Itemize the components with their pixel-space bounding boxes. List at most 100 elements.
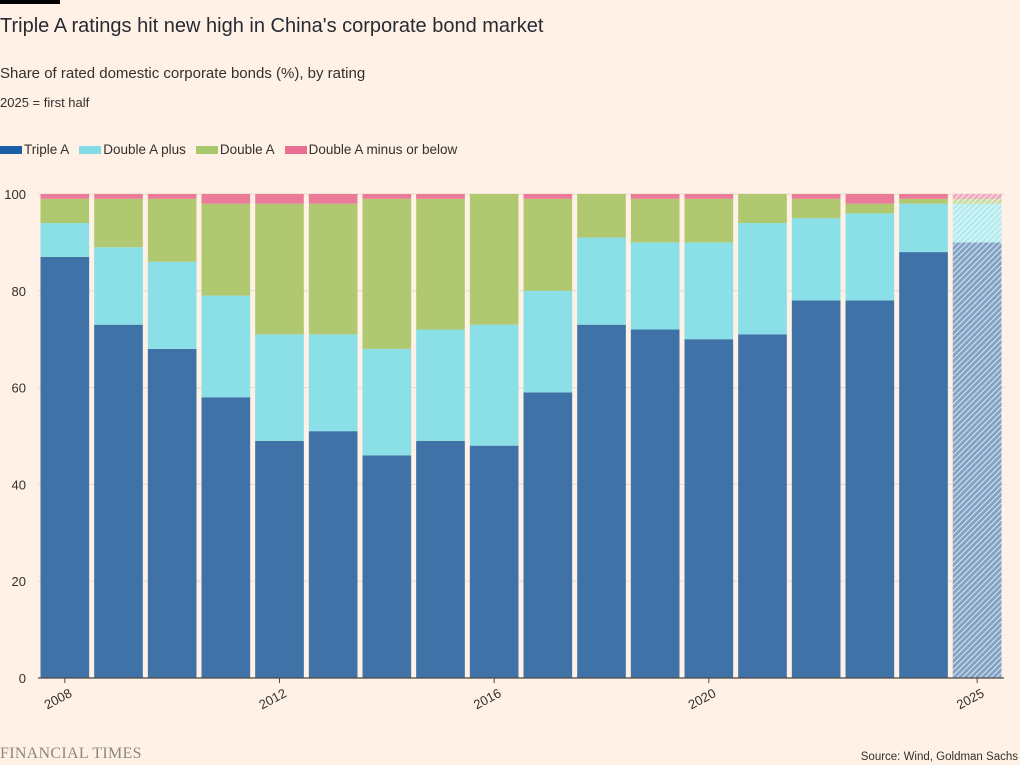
legend-label: Double A plus [103, 142, 186, 157]
x-tick-label: 2025 [954, 685, 987, 712]
bar-segment [523, 194, 573, 199]
y-tick-label: 60 [12, 381, 26, 396]
bar-segment [791, 194, 841, 199]
bar-segment [577, 194, 626, 238]
brand-rule [0, 0, 60, 4]
bar-segment [630, 194, 680, 199]
bar-segment [308, 431, 358, 678]
legend-item-double-a: Double A [195, 142, 275, 157]
bar-segment [523, 392, 573, 678]
legend-label: Double A [219, 142, 275, 157]
bar-segment [684, 242, 734, 340]
bar-segment [255, 334, 304, 441]
bar-segment [147, 348, 197, 678]
chart-subtitle: Share of rated domestic corporate bonds … [0, 65, 366, 82]
legend-swatch [79, 145, 102, 154]
bar-segment [147, 194, 197, 199]
bar-segment [577, 237, 626, 325]
bar-segment [899, 203, 948, 253]
bar-segment [40, 256, 90, 678]
legend-swatch [195, 145, 218, 154]
bar-segment [899, 252, 948, 678]
legend-label: Double A minus or below [308, 142, 458, 157]
bar-segment [255, 440, 304, 678]
x-tick-label: 2016 [471, 685, 504, 712]
bar-segment [40, 223, 90, 257]
bar-hatch [952, 198, 1002, 204]
bar-segment [630, 198, 680, 243]
bar-segment [308, 203, 358, 335]
bar-segment [523, 290, 573, 393]
legend-swatch [284, 145, 307, 154]
y-tick-label: 40 [12, 477, 26, 492]
bar-segment [845, 213, 895, 301]
legend-swatch [0, 145, 22, 154]
bar-hatch [952, 242, 1002, 678]
bar-hatch [952, 194, 1002, 199]
legend-label: Triple A [24, 142, 70, 157]
bar-segment [255, 203, 304, 335]
bar-segment [845, 203, 895, 214]
gridlines [38, 193, 1004, 582]
legend: Triple A Double A plus Double A Double A… [0, 142, 467, 157]
x-tick-label: 2012 [256, 685, 289, 712]
bar-segment [469, 194, 519, 325]
bar-segment [791, 300, 841, 678]
bar-segment [201, 295, 251, 398]
bar-segment [684, 194, 734, 199]
bar-segment [469, 445, 519, 678]
bar-segment [899, 194, 948, 199]
bar-segment [201, 397, 251, 678]
bar-segment [899, 198, 948, 204]
bar-segment [147, 261, 197, 349]
chart-note: 2025 = first half [0, 95, 90, 110]
bar-segment [738, 194, 787, 224]
bar-segment [40, 198, 90, 224]
bar-segment [791, 218, 841, 301]
bar-segment [738, 334, 787, 678]
bar-segment [577, 324, 626, 678]
bar-segment [362, 198, 412, 349]
y-tick-label: 20 [12, 574, 26, 589]
bar-segment [738, 223, 787, 335]
bar-segment [362, 348, 412, 456]
bar-segment [147, 198, 197, 262]
y-tick-label: 100 [4, 187, 26, 202]
legend-item-triple-a: Triple A [0, 142, 69, 157]
bar-segment [845, 300, 895, 678]
bar-segment [40, 194, 90, 199]
source-note: Source: Wind, Goldman Sachs [860, 751, 1018, 763]
bar-segment [523, 198, 573, 291]
bar-segment [845, 194, 895, 204]
x-tick-label: 2020 [686, 685, 719, 712]
bar-segment [416, 198, 465, 330]
bar-hatch [952, 203, 1002, 243]
bar-segment [416, 194, 465, 199]
bar-segment [94, 324, 143, 678]
legend-item-double-a-minus: Double A minus or below [284, 142, 458, 157]
ft-logo: FINANCIAL TIMES [0, 745, 142, 762]
bar-segment [416, 329, 465, 441]
bar-segment [469, 324, 519, 446]
chart-title: Triple A ratings hit new high in China's… [0, 15, 544, 37]
bar-segment [308, 334, 358, 432]
y-tick-label: 0 [19, 671, 26, 686]
bars [40, 194, 1002, 678]
bar-segment [201, 203, 251, 296]
bar-segment [630, 242, 680, 330]
bar-segment [94, 194, 143, 199]
bar-segment [255, 194, 304, 204]
y-tick-label: 80 [12, 284, 26, 299]
bar-segment [684, 198, 734, 243]
bar-segment [362, 194, 412, 199]
x-tick-label: 2008 [42, 685, 75, 712]
bar-segment [684, 339, 734, 678]
stacked-bar-chart: 0 20 40 60 80 100 2008 2012 2016 2020 2025 [4, 187, 1004, 712]
bar-segment [201, 194, 251, 204]
bar-segment [94, 247, 143, 325]
bar-segment [630, 329, 680, 678]
bar-segment [416, 440, 465, 678]
legend-item-double-a-plus: Double A plus [79, 142, 186, 157]
bar-segment [308, 194, 358, 204]
bar-segment [94, 198, 143, 248]
